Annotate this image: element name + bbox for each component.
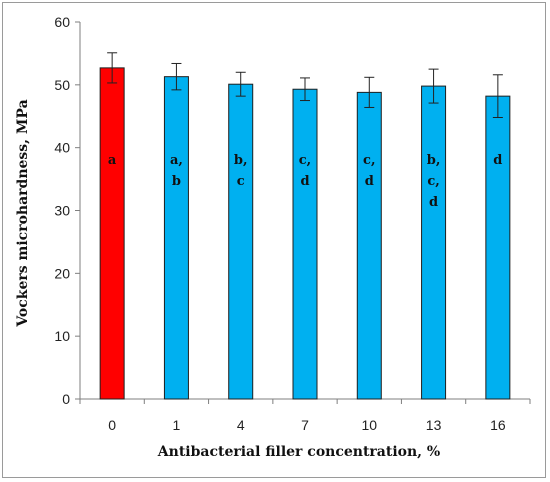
significance-label: c,: [363, 153, 375, 168]
bar: [228, 83, 254, 400]
bar: [163, 76, 189, 400]
bar: [485, 95, 511, 400]
significance-label: c,: [427, 174, 439, 189]
y-tick-label: 40: [54, 140, 70, 156]
x-tick-label: 4: [237, 417, 245, 433]
y-tick-label: 50: [54, 77, 70, 93]
x-axis-label: Antibacterial filler concentration, %: [157, 444, 440, 460]
bar: [356, 91, 382, 400]
significance-label: a,: [170, 153, 183, 168]
significance-label: d: [365, 174, 374, 189]
significance-label: d: [493, 153, 502, 168]
significance-label: b: [172, 174, 181, 189]
x-tick-label: 16: [490, 417, 506, 433]
significance-label: a: [108, 153, 117, 168]
y-tick-label: 20: [54, 265, 70, 281]
x-tick-label: 1: [173, 417, 181, 433]
y-tick-label: 30: [54, 203, 70, 219]
significance-label: c: [237, 174, 245, 189]
plot-area: 0 10 20 30 40 50 60 a 0 a, b 1 b, c 4 c, d 7 c, d 10 b, c, d 13 d…: [54, 14, 531, 433]
significance-label: b,: [427, 153, 441, 168]
y-tick-label: 10: [54, 328, 70, 344]
x-tick-label: 13: [426, 417, 442, 433]
x-tick-label: 10: [361, 417, 377, 433]
y-tick-label: 60: [54, 14, 70, 30]
bar: [99, 67, 125, 400]
significance-label: d: [429, 195, 438, 210]
y-axis-label: Vockers microhardness, MPa: [15, 99, 31, 327]
significance-label: c,: [299, 153, 311, 168]
bar: [421, 85, 447, 400]
x-tick-label: 0: [108, 417, 116, 433]
bar: [292, 88, 318, 400]
y-tick-label: 0: [62, 391, 70, 407]
significance-label: b,: [234, 153, 248, 168]
x-tick-label: 7: [301, 417, 309, 433]
significance-label: d: [300, 174, 309, 189]
